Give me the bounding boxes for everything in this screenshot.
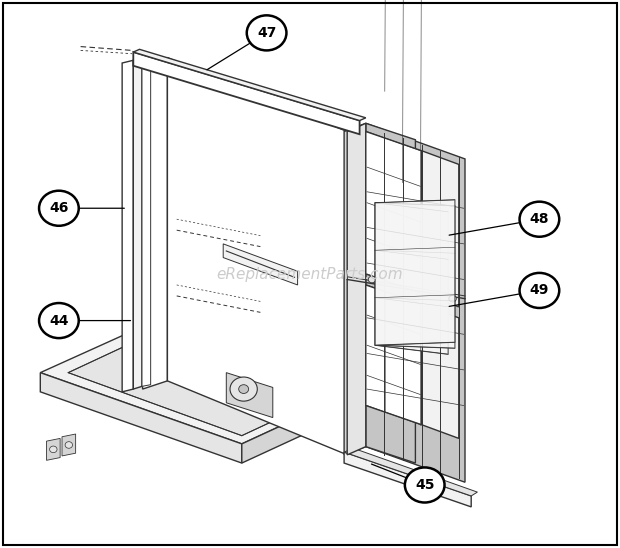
- Text: 44: 44: [49, 313, 69, 328]
- Circle shape: [230, 377, 257, 401]
- Polygon shape: [40, 373, 242, 463]
- Polygon shape: [242, 378, 384, 463]
- Polygon shape: [422, 151, 459, 307]
- Circle shape: [50, 446, 57, 453]
- Polygon shape: [133, 49, 366, 121]
- Polygon shape: [46, 438, 60, 460]
- Polygon shape: [344, 448, 477, 496]
- Polygon shape: [167, 58, 347, 455]
- Polygon shape: [133, 58, 142, 389]
- Text: 46: 46: [49, 201, 69, 215]
- Circle shape: [65, 442, 73, 448]
- Circle shape: [520, 202, 559, 237]
- Polygon shape: [375, 200, 455, 345]
- Polygon shape: [62, 434, 76, 456]
- Circle shape: [368, 276, 376, 283]
- Polygon shape: [344, 123, 366, 455]
- Polygon shape: [375, 203, 455, 348]
- Text: 47: 47: [257, 26, 277, 40]
- Circle shape: [405, 467, 445, 503]
- Circle shape: [247, 15, 286, 50]
- Polygon shape: [143, 58, 167, 389]
- Polygon shape: [344, 452, 471, 507]
- Text: eReplacementParts.com: eReplacementParts.com: [216, 266, 404, 282]
- Polygon shape: [347, 123, 366, 455]
- Polygon shape: [122, 60, 133, 392]
- Polygon shape: [375, 203, 448, 354]
- Polygon shape: [223, 244, 298, 285]
- Polygon shape: [68, 321, 353, 436]
- Polygon shape: [133, 52, 360, 134]
- Circle shape: [449, 295, 456, 302]
- Circle shape: [239, 385, 249, 393]
- Polygon shape: [366, 285, 422, 425]
- Text: 48: 48: [529, 212, 549, 226]
- Text: 49: 49: [529, 283, 549, 298]
- Polygon shape: [40, 307, 384, 444]
- Polygon shape: [422, 304, 459, 438]
- Polygon shape: [226, 373, 273, 418]
- Circle shape: [39, 303, 79, 338]
- Polygon shape: [142, 56, 151, 386]
- Polygon shape: [366, 123, 465, 482]
- Polygon shape: [366, 132, 422, 293]
- Circle shape: [520, 273, 559, 308]
- Text: 45: 45: [415, 478, 435, 492]
- Circle shape: [39, 191, 79, 226]
- Polygon shape: [366, 123, 415, 463]
